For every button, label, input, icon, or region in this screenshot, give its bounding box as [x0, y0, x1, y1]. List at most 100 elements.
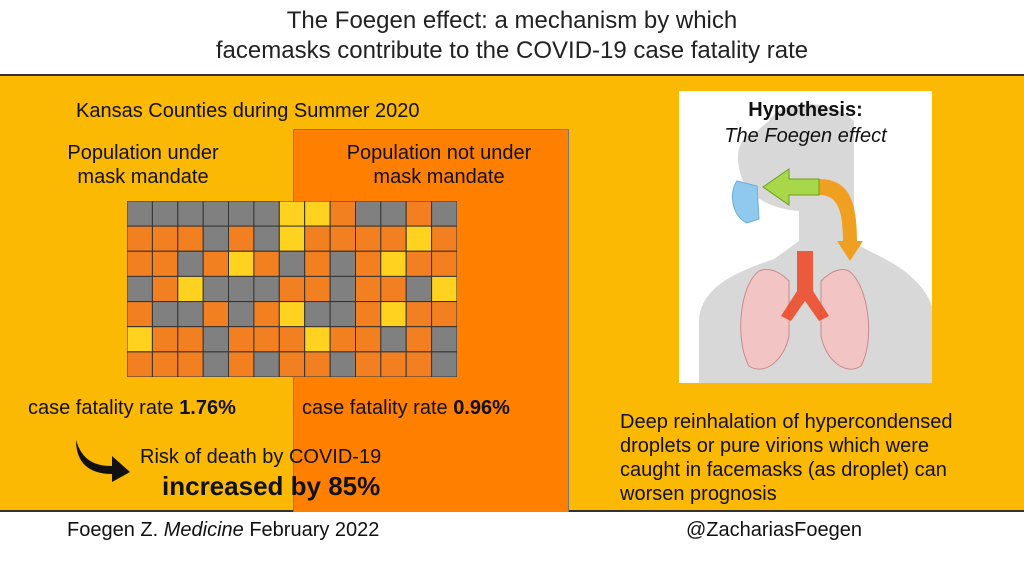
county-cell — [228, 275, 255, 303]
hypothesis-illustration-box — [679, 91, 932, 383]
no-mandate-label: Population not under mask mandate — [300, 141, 578, 189]
county-cell — [228, 351, 255, 378]
hypothesis-body-line-4: worsen prognosis — [620, 483, 777, 505]
county-cell — [355, 250, 382, 277]
county-cell — [202, 326, 230, 353]
risk-line-2: increased by 85% — [162, 471, 381, 501]
county-cell — [253, 351, 280, 378]
county-cell — [253, 301, 280, 328]
hypothesis-body: Deep reinhalation of hypercondensed drop… — [620, 410, 952, 506]
citation: Foegen Z. Medicine February 2022 — [67, 518, 379, 542]
county-cell — [405, 250, 433, 277]
county-cell — [304, 250, 331, 277]
hypothesis-subtitle: The Foegen effect — [724, 125, 887, 147]
county-cell — [355, 351, 382, 378]
no-mandate-cfr: case fatality rate 0.96% — [302, 396, 510, 420]
county-cell — [355, 326, 382, 353]
county-cell — [431, 250, 458, 277]
county-cell — [431, 225, 458, 252]
county-cell — [253, 326, 280, 353]
county-cell — [380, 351, 407, 378]
county-cell — [177, 301, 204, 328]
county-cell — [329, 275, 357, 303]
county-cell — [202, 275, 230, 303]
county-cell — [329, 351, 357, 378]
county-cell — [126, 301, 153, 328]
county-cell — [253, 200, 280, 227]
county-cell — [151, 275, 179, 303]
county-cell — [355, 200, 382, 227]
title-line-1: The Foegen effect: a mechanism by which — [286, 7, 738, 34]
county-cell — [304, 326, 331, 353]
county-cell — [228, 200, 255, 227]
map-heading: Kansas Counties during Summer 2020 — [76, 100, 420, 122]
risk-line-1: Risk of death by COVID-19 — [140, 446, 382, 468]
county-cell — [253, 250, 280, 277]
county-cell — [126, 275, 153, 303]
county-cell — [177, 200, 204, 227]
county-cell — [126, 225, 153, 252]
county-cell — [405, 200, 433, 227]
county-cell — [329, 200, 357, 227]
county-cell — [278, 200, 306, 227]
county-cell — [278, 275, 306, 303]
county-cell — [329, 225, 357, 252]
county-cell — [380, 250, 407, 277]
county-cell — [202, 250, 230, 277]
mandate-label-line-2: mask mandate — [77, 166, 209, 188]
mandate-cfr-value: 1.76% — [179, 397, 236, 419]
county-cell — [228, 301, 255, 328]
county-cell — [431, 200, 458, 227]
county-cell — [151, 225, 179, 252]
county-cell — [278, 351, 306, 378]
county-cell — [431, 351, 458, 378]
no-mandate-cfr-label: case fatality rate — [302, 397, 454, 419]
county-cell — [202, 301, 230, 328]
county-cell — [380, 275, 407, 303]
county-cell — [405, 225, 433, 252]
county-cell — [304, 301, 331, 328]
mandate-label: Population under mask mandate — [33, 141, 253, 189]
county-cell — [177, 351, 204, 378]
county-cell — [278, 225, 306, 252]
county-cell — [405, 275, 433, 303]
county-cell — [431, 301, 458, 328]
county-cell — [278, 301, 306, 328]
county-cell — [405, 351, 433, 378]
citation-date: February 2022 — [243, 519, 380, 541]
county-cell — [202, 225, 230, 252]
county-cell — [304, 200, 331, 227]
county-cell — [177, 326, 204, 353]
infographic-title: The Foegen effect: a mechanism by which … — [0, 6, 1024, 66]
county-cell — [151, 351, 179, 378]
county-cell — [380, 301, 407, 328]
county-cell — [126, 351, 153, 378]
citation-journal: Medicine — [163, 519, 244, 541]
county-cell — [431, 326, 458, 353]
title-line-2: facemasks contribute to the COVID-19 cas… — [215, 37, 809, 64]
county-cell — [278, 326, 306, 353]
county-cell — [253, 225, 280, 252]
mandate-label-line-1: Population under — [67, 142, 219, 164]
kansas-county-map — [126, 200, 458, 378]
county-cell — [355, 301, 382, 328]
county-cell — [380, 326, 407, 353]
county-cell — [151, 326, 179, 353]
county-cell — [126, 326, 153, 353]
curved-down-right-arrow-icon — [72, 434, 134, 482]
citation-author: Foegen Z. — [67, 519, 164, 541]
county-cell — [329, 250, 357, 277]
county-cell — [177, 275, 204, 303]
county-cell — [151, 250, 179, 277]
kansas-map-svg — [126, 200, 458, 378]
county-cell — [253, 275, 280, 303]
no-mandate-cfr-value: 0.96% — [453, 397, 510, 419]
head-mask-lungs-illustration — [699, 104, 932, 383]
county-cell — [380, 225, 407, 252]
hypothesis-body-line-2: droplets or pure virions which were — [620, 435, 930, 457]
county-cell — [304, 275, 331, 303]
county-cell — [304, 225, 331, 252]
mandate-cfr: case fatality rate 1.76% — [28, 396, 236, 420]
county-cell — [228, 326, 255, 353]
county-grid — [126, 200, 458, 378]
